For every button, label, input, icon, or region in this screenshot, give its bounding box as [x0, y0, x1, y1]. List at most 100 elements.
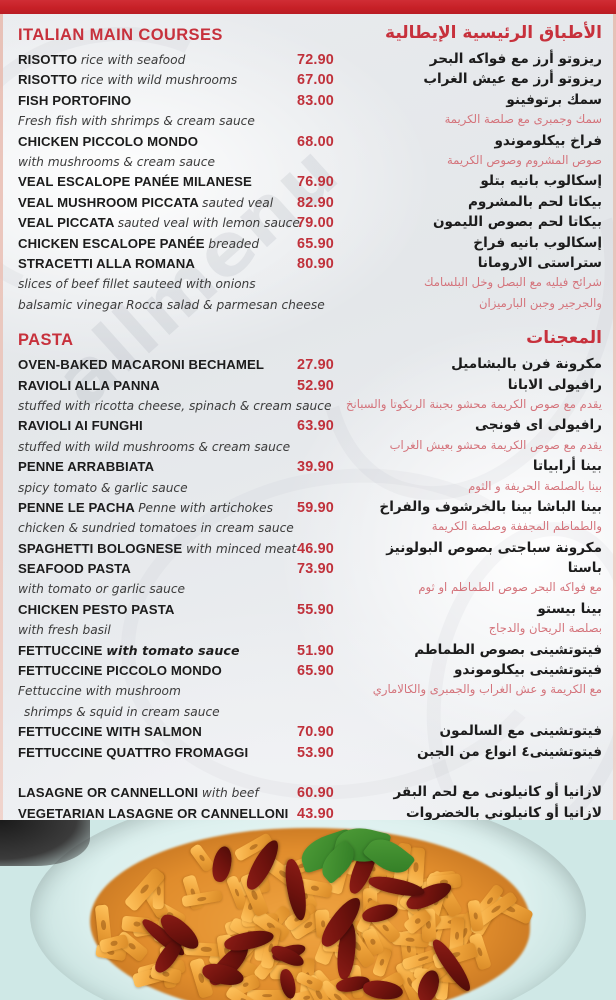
- menu-item-arabic-text: يقدم مع صوص الكريمة محشو بعيش الغراب: [389, 437, 602, 452]
- menu-item-row[interactable]: CHICKEN PESTO PASTA 55.90: [18, 602, 334, 622]
- section-title-italian-main-courses: ITALIAN MAIN COURSES: [18, 26, 223, 44]
- menu-item-name: FETTUCCINE WITH SALMON: [18, 724, 202, 739]
- menu-item-arabic-text: بيكاتا لحم بالمشروم: [467, 193, 602, 210]
- menu-item-description: Fresh fish with shrimps & cream sauce: [18, 114, 255, 129]
- menu-item-price: 73.90: [296, 561, 334, 578]
- english-column-pasta: OVEN-BAKED MACARONI BECHAMEL 27.90 RAVIOLI…: [18, 357, 334, 826]
- menu-item-name-text: CHICKEN PICCOLO MONDO: [18, 133, 199, 149]
- menu-item-arabic-text: سمك برتوفينو: [506, 91, 602, 108]
- menu-item-arabic-row: مع الكريمة و عش الغراب والجمبرى والكالام…: [350, 682, 602, 703]
- menu-item-arabic-row: فيتوتشينى٤ انواع من الجبن: [350, 744, 602, 765]
- menu-item-arabic-row: [350, 765, 602, 785]
- menu-item-arabic-text: سمك وجمبرى مع صلصة الكريمة: [444, 112, 602, 127]
- menu-item-description: with tomato or garlic sauce: [18, 582, 186, 597]
- menu-item-row[interactable]: LASAGNE OR CANNELLONI with beef 60.90: [18, 785, 334, 805]
- menu-item-price: 80.90: [296, 255, 334, 272]
- menu-item-row[interactable]: PENNE ARRABBIATA 39.90: [18, 459, 334, 479]
- menu-item-name-text: FETTUCCINE WITH SALMON: [18, 724, 202, 740]
- menu-item-price: 83.00: [296, 92, 334, 109]
- menu-item-description-row: slices of beef fillet sauteed with onion…: [18, 276, 334, 296]
- menu-item-row[interactable]: RAVIOLI AI FUNGHI 63.90: [18, 418, 334, 438]
- arabic-column-italian-main-courses: ريزوتو أرز مع فواكه البحر ريزوتو أرز مع ع…: [350, 51, 602, 317]
- menu-item-row[interactable]: FETTUCCINE WITH SALMON 70.90: [18, 724, 334, 744]
- menu-item-row[interactable]: SEAFOOD PASTA 73.90: [18, 561, 334, 581]
- menu-item-row[interactable]: FETTUCCINE QUATTRO FROMAGGI 53.90: [18, 745, 334, 765]
- menu-item-arabic-text: بينا أرابياتا: [532, 458, 602, 475]
- menu-item-inline-description: Penne with artichokes: [138, 500, 274, 515]
- menu-item-arabic-text: إسكالوب بانيه بتلو: [480, 173, 602, 190]
- menu-item-arabic-row: بينا بالصلصة الحريفة و الثوم: [350, 478, 602, 500]
- menu-item-arabic-row: ريزوتو أرز مع عيش الغراب: [350, 71, 602, 92]
- menu-item-row[interactable]: CHICKEN ESCALOPE PANÉE breaded 65.90: [18, 236, 334, 256]
- menu-item-name-text: FETTUCCINE QUATTRO FROMAGGI: [18, 744, 249, 760]
- menu-item-row[interactable]: CHICKEN PICCOLO MONDO 68.00: [18, 134, 334, 154]
- menu-item-description-row: stuffed with wild mushrooms & cream sauc…: [18, 439, 334, 459]
- menu-item-arabic-row: ريزوتو أرز مع فواكه البحر: [350, 51, 602, 72]
- menu-item-name: SEAFOOD PASTA: [18, 561, 131, 576]
- menu-item-arabic-row: فيتوتشينى بصوص الطماطم: [350, 641, 602, 663]
- menu-item-price: 43.90: [296, 805, 334, 822]
- menu-item-name-text: RISOTTO: [18, 52, 78, 67]
- menu-item-price: 65.90: [296, 235, 334, 252]
- menu-item-name: PENNE LE PACHA Penne with artichokes: [18, 500, 273, 515]
- menu-item-row[interactable]: FETTUCCINE PICCOLO MONDO 65.90: [18, 663, 334, 683]
- menu-item-price: 65.90: [296, 663, 334, 680]
- menu-item-arabic-text: فيتوتشينى بصوص الطماطم: [414, 641, 602, 658]
- menu-item-row[interactable]: FISH PORTOFINO 83.00: [18, 93, 334, 113]
- menu-item-arabic-row: [350, 704, 602, 724]
- menu-item-row[interactable]: RAVIOLI ALLA PANNA 52.90: [18, 378, 334, 398]
- menu-item-arabic-text: فيتوتشينى مع السالمون: [439, 723, 602, 740]
- menu-item-row[interactable]: FETTUCCINE with tomato sauce 51.90: [18, 643, 334, 663]
- menu-item-row[interactable]: SPAGHETTI BOLOGNESE with minced meat 46.9…: [18, 541, 334, 561]
- menu-item-arabic-row: بينا أرابياتا: [350, 458, 602, 479]
- menu-item-row[interactable]: VEAL MUSHROOM PICCATA sauted veal 82.90: [18, 195, 334, 215]
- menu-item-arabic-text: مكرونة فرن بالبشاميل: [451, 356, 602, 373]
- menu-item-arabic-row: سمك برتوفينو: [350, 91, 602, 113]
- menu-item-price: 79.00: [296, 215, 334, 232]
- menu-item-price: 72.90: [296, 52, 334, 68]
- food-photo: [0, 820, 616, 1000]
- menu-item-row[interactable]: VEGETARIAN LASAGNE OR CANNELLONI 43.90: [18, 806, 334, 826]
- menu-item-description-row: spicy tomato & garlic sauce: [18, 480, 334, 500]
- menu-item-row[interactable]: OVEN-BAKED MACARONI BECHAMEL 27.90: [18, 357, 334, 377]
- menu-item-row[interactable]: VEAL ESCALOPE PANÉE MILANESE 76.90: [18, 174, 334, 194]
- menu-item-description-row: Fresh fish with shrimps & cream sauce: [18, 113, 334, 133]
- menu-item-description-row: balsamic vinegar Rocca salad & parmesan …: [18, 297, 334, 317]
- menu-item-price: 82.90: [296, 194, 334, 211]
- menu-item-arabic-row: بصلصة الريحان والدجاج: [350, 621, 602, 642]
- menu-item-arabic-text: يقدم مع صوص الكريمة محشو بجبنة الريكوتا …: [346, 396, 602, 411]
- menu-item-arabic-text: مكرونة سباجتى بصوص البولونيز: [386, 539, 602, 556]
- menu-item-name-text: FETTUCCINE: [18, 642, 103, 658]
- menu-item-arabic-text: بينا الباشا بينا بالخرشوف والفراخ: [379, 498, 602, 515]
- menu-item-name: CHICKEN PICCOLO MONDO: [18, 134, 198, 149]
- menu-item-inline-description: rice with wild mushrooms: [80, 73, 238, 88]
- menu-item-arabic-row: بينا بيستو: [350, 601, 602, 622]
- menu-item-arabic-row: بيكاتا لحم بصوص الليمون: [350, 214, 602, 235]
- menu-item-description: Fettuccine with mushroom: [18, 684, 181, 699]
- menu-item-arabic-text: فيتوتشينى بيكلوموندو: [453, 662, 602, 679]
- menu-item-price: 27.90: [296, 357, 334, 374]
- menu-item-arabic-text: بينا بالصلصة الحريفة و الثوم: [468, 478, 602, 493]
- menu-item-row[interactable]: STRACETTI ALLA ROMANA 80.90: [18, 256, 334, 276]
- menu-item-name: FETTUCCINE with tomato sauce: [18, 643, 240, 658]
- menu-item-arabic-text: مع الكريمة و عش الغراب والجمبرى والكالام…: [372, 682, 602, 697]
- menu-item-arabic-text: فراخ بيكلوموندو: [494, 132, 602, 149]
- row-spacer: [18, 765, 334, 785]
- menu-item-row[interactable]: RISOTTO rice with wild mushrooms 67.00: [18, 72, 334, 92]
- menu-item-row[interactable]: PENNE LE PACHA Penne with artichokes 59.9…: [18, 500, 334, 520]
- menu-item-arabic-text: ستراستى الارومانا: [477, 254, 602, 271]
- menu-item-arabic-row: شرائح فيليه مع البصل وخل البلسامك: [350, 275, 602, 296]
- menu-item-row[interactable]: VEAL PICCATA sauted veal with lemon sauc…: [18, 215, 334, 235]
- menu-item-price: 52.90: [296, 377, 334, 394]
- menu-item-arabic-text: بيكاتا لحم بصوص الليمون: [432, 214, 602, 231]
- menu-item-price: 59.90: [296, 499, 334, 516]
- menu-item-arabic-text: رافيولى اى فونجى: [475, 417, 602, 434]
- menu-item-inline-description: with tomato sauce: [106, 642, 240, 658]
- menu-item-arabic-row: والطماطم المجففة وصلصة الكريمة: [350, 519, 602, 540]
- menu-item-arabic-row: سمك وجمبرى مع صلصة الكريمة: [350, 112, 602, 133]
- menu-item-name-text: CHICKEN ESCALOPE PANÉE: [18, 235, 205, 251]
- menu-item-arabic-row: والجرجير وجبن البارميزان: [350, 296, 602, 317]
- menu-item-row[interactable]: RISOTTO rice with seafood 72.90: [18, 52, 334, 72]
- menu-item-arabic-text: ريزوتو أرز مع فواكه البحر: [429, 51, 602, 67]
- menu-item-arabic-row: مع فواكه البحر صوص الطماطم او ثوم: [350, 580, 602, 601]
